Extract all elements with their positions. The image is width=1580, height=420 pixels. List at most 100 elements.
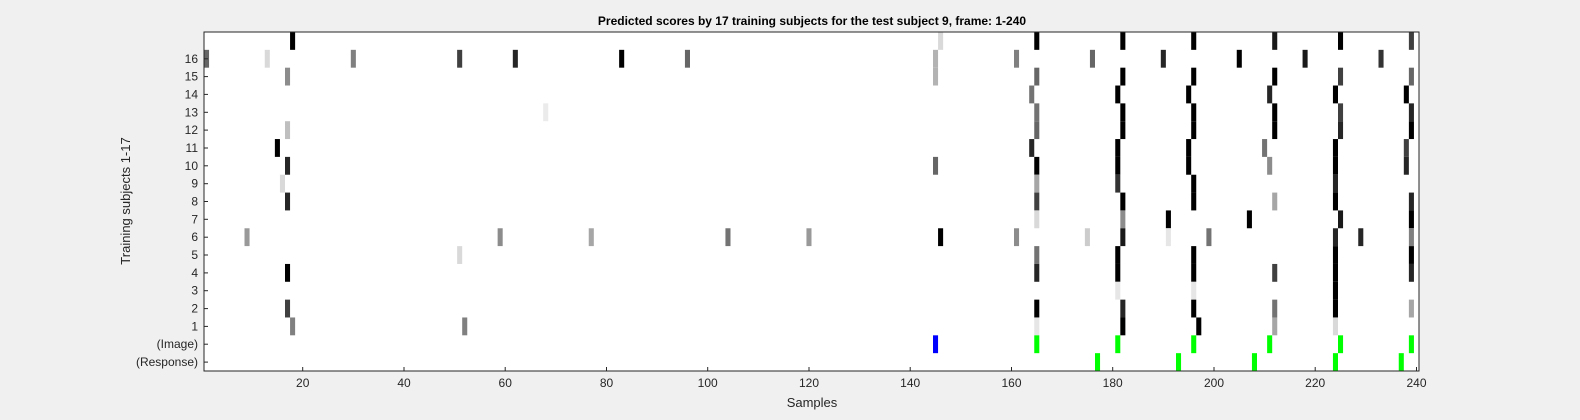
heatmap-cell	[1191, 263, 1197, 282]
heatmap-cell	[1115, 85, 1121, 104]
x-axis: 20 40 60 80 100 120 140 160 180 200 220 240	[296, 367, 1427, 390]
heatmap-cell	[1120, 192, 1126, 211]
heatmap-cell	[462, 317, 468, 336]
heatmap-cell	[1120, 317, 1126, 336]
heatmap-cell	[1186, 156, 1192, 175]
heatmap-cell	[1191, 192, 1197, 211]
heatmap-cell	[933, 49, 939, 68]
heatmap-cell	[1408, 67, 1414, 86]
heatmap-cell	[1408, 263, 1414, 282]
heatmap-cell	[933, 156, 939, 175]
heatmap-cell	[274, 139, 280, 157]
heatmap-cell	[285, 156, 291, 175]
response-marker	[1251, 353, 1257, 371]
y-tick-label: 11	[186, 141, 199, 155]
heatmap-cell	[1272, 32, 1278, 50]
heatmap-cell	[1408, 121, 1414, 140]
heatmap-cell	[1186, 139, 1192, 157]
heatmap-cell	[497, 228, 503, 247]
y-axis: 16 15 14 13 12 11 10 9 8 7 6 5 4 3 2 1 (Image) (Response)	[136, 52, 208, 369]
x-tick-label: 140	[900, 376, 920, 390]
heatmap-cell	[244, 228, 250, 247]
x-tick-label: 80	[600, 376, 614, 390]
heatmap-cell	[1165, 210, 1171, 229]
y-tick-label: 13	[185, 105, 199, 119]
x-tick-label: 120	[799, 376, 819, 390]
heatmap-cell	[806, 228, 812, 247]
heatmap-cell	[1034, 174, 1040, 193]
heatmap-cell	[1029, 139, 1035, 157]
plot-background	[204, 32, 1419, 371]
image-marker	[1267, 335, 1273, 354]
heatmap-cell	[1338, 103, 1344, 122]
heatmap-cell	[1403, 139, 1409, 157]
heatmap-cell	[1272, 121, 1278, 140]
heatmap-cell	[1120, 299, 1126, 318]
heatmap-cell	[1029, 85, 1035, 104]
heatmap-cell	[1120, 210, 1126, 229]
heatmap-cell	[1272, 67, 1278, 86]
heatmap-cell	[290, 32, 296, 50]
heatmap-cell	[1034, 103, 1040, 122]
heatmap-cell	[1165, 228, 1171, 247]
heatmap-cell	[1191, 299, 1197, 318]
heatmap-cell	[1338, 210, 1344, 229]
heatmap-cell	[1120, 228, 1126, 247]
heatmap-cell	[1034, 156, 1040, 175]
heatmap-cell	[1014, 49, 1020, 68]
heatmap-cell	[1332, 281, 1338, 300]
heatmap-cell	[285, 121, 291, 140]
heatmap-cell	[1272, 103, 1278, 122]
heatmap-cell	[1302, 49, 1308, 68]
heatmap-cell	[290, 317, 296, 336]
heatmap-cell	[1034, 317, 1040, 336]
heatmap-cell	[1191, 103, 1197, 122]
response-marker	[1176, 353, 1182, 371]
y-tick-label: 8	[191, 195, 198, 209]
response-marker	[1398, 353, 1404, 371]
y-tick-label: 2	[191, 302, 198, 316]
heatmap-cell	[1332, 246, 1338, 264]
heatmap-cell	[1084, 228, 1090, 247]
heatmap-cell	[1408, 103, 1414, 122]
x-axis-label: Samples	[787, 395, 838, 410]
heatmap-cell	[1120, 32, 1126, 50]
heatmap-cell	[1378, 49, 1384, 68]
heatmap-cell	[285, 67, 291, 86]
heatmap-cell	[1272, 192, 1278, 211]
heatmap-cell	[1236, 49, 1242, 68]
heatmap-cell	[1034, 121, 1040, 140]
y-tick-label: 14	[185, 87, 199, 101]
heatmap-cell	[1272, 263, 1278, 282]
y-tick-label: 3	[191, 284, 198, 298]
heatmap-cell	[285, 299, 291, 318]
heatmap-cell	[1014, 228, 1020, 247]
y-tick-label: 5	[191, 248, 198, 262]
heatmap-cell	[1332, 85, 1338, 104]
y-tick-label: 9	[191, 177, 198, 191]
heatmap-cell	[1115, 156, 1121, 175]
heatmap-cell	[1332, 228, 1338, 247]
heatmap-cell	[1272, 299, 1278, 318]
heatmap-cell	[1262, 139, 1268, 157]
heatmap-cell	[1191, 121, 1197, 140]
heatmap-cell	[684, 49, 690, 68]
heatmap-cell	[619, 49, 625, 68]
heatmap-cell	[279, 174, 285, 193]
heatmap-cell	[264, 49, 270, 68]
heatmap-cell	[350, 49, 356, 68]
heatmap-cell	[1206, 228, 1212, 247]
heatmap-cell	[1338, 121, 1344, 140]
image-marker	[1408, 335, 1414, 354]
heatmap-cell	[1272, 317, 1278, 336]
heatmap-cell	[1034, 210, 1040, 229]
heatmap-cell	[1115, 139, 1121, 157]
chart-title: Predicted scores by 17 training subjects…	[598, 14, 1026, 28]
heatmap-cell	[1338, 32, 1344, 50]
heatmap-cell	[1267, 85, 1273, 104]
image-marker	[1191, 335, 1197, 354]
image-marker	[1338, 335, 1344, 354]
heatmap-cell	[1267, 156, 1273, 175]
heatmap-cell	[1089, 49, 1095, 68]
